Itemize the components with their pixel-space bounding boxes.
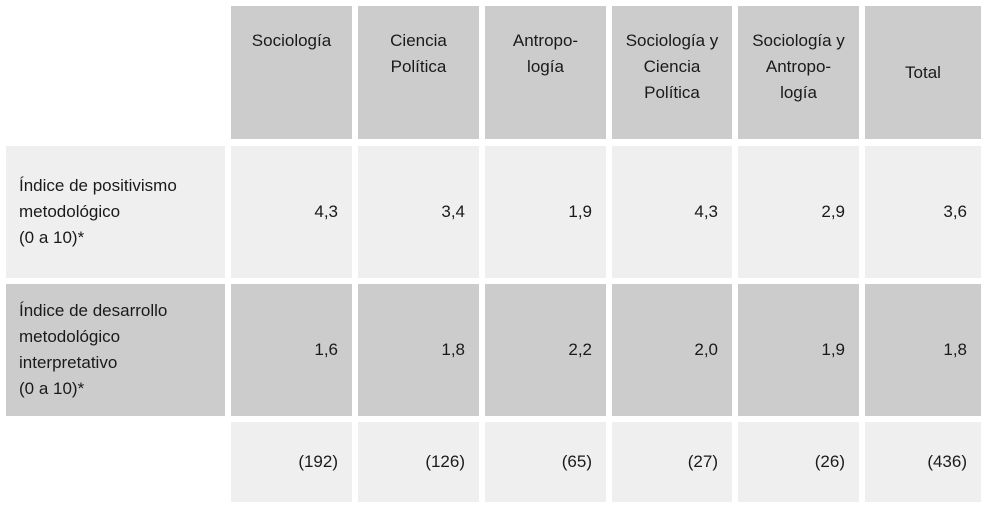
- header-label: Sociología y Ciencia Política: [625, 31, 719, 102]
- table-cell: 3,6: [865, 146, 981, 278]
- cell-value: (192): [298, 452, 338, 471]
- table-cell: 4,3: [612, 146, 732, 278]
- table-cell: 1,8: [865, 284, 981, 416]
- row-label-text: Índice de desarrollo metodológico interp…: [19, 301, 168, 398]
- cell-value: 3,4: [441, 202, 465, 221]
- table-cell: 3,4: [358, 146, 479, 278]
- cell-value: 1,8: [943, 340, 967, 359]
- cell-value: 4,3: [694, 202, 718, 221]
- cell-value: 3,6: [943, 202, 967, 221]
- cell-value: 2,9: [821, 202, 845, 221]
- cell-value: 4,3: [314, 202, 338, 221]
- cell-value: 1,9: [821, 340, 845, 359]
- cell-value: (126): [425, 452, 465, 471]
- header-sociologia: Sociología: [231, 6, 352, 139]
- table-cell-count: (26): [738, 422, 859, 502]
- table-cell: 1,9: [485, 146, 606, 278]
- header-empty-cell: [6, 6, 225, 139]
- header-total: Total: [865, 6, 981, 139]
- table-cell: 1,6: [231, 284, 352, 416]
- cell-value: (436): [927, 452, 967, 471]
- table-cell-count: (126): [358, 422, 479, 502]
- header-antropologia: Antropo- logía: [485, 6, 606, 139]
- cell-value: 2,0: [694, 340, 718, 359]
- row-label-text: Índice de positivismo metodológico (0 a …: [19, 176, 177, 247]
- table-cell: 1,8: [358, 284, 479, 416]
- cell-value: 1,6: [314, 340, 338, 359]
- header-label: Total: [905, 62, 941, 82]
- header-sociologia-y-antropologia: Sociología y Antropo- logía: [738, 6, 859, 139]
- header-label: Ciencia Política: [390, 31, 447, 76]
- table-cell: 2,0: [612, 284, 732, 416]
- cell-value: (65): [561, 452, 592, 471]
- table-cell-count: (65): [485, 422, 606, 502]
- cell-value: 1,8: [441, 340, 465, 359]
- header-ciencia-politica: Ciencia Política: [358, 6, 479, 139]
- table-cell-count: (436): [865, 422, 981, 502]
- table-cell: 1,9: [738, 284, 859, 416]
- cell-value: (27): [687, 452, 718, 471]
- cell-value: (26): [814, 452, 845, 471]
- row-label-positivismo: Índice de positivismo metodológico (0 a …: [6, 146, 225, 278]
- header-sociologia-y-ciencia-politica: Sociología y Ciencia Política: [612, 6, 732, 139]
- row-label-empty: [6, 422, 225, 502]
- cell-value: 2,2: [568, 340, 592, 359]
- table-cell: 2,2: [485, 284, 606, 416]
- cell-value: 1,9: [568, 202, 592, 221]
- header-label: Antropo- logía: [512, 31, 579, 76]
- table-cell: 2,9: [738, 146, 859, 278]
- table-cell: 4,3: [231, 146, 352, 278]
- row-label-desarrollo: Índice de desarrollo metodológico interp…: [6, 284, 225, 416]
- header-label: Sociología: [251, 31, 332, 50]
- table-cell-count: (192): [231, 422, 352, 502]
- table-cell-count: (27): [612, 422, 732, 502]
- header-label: Sociología y Antropo- logía: [752, 31, 845, 102]
